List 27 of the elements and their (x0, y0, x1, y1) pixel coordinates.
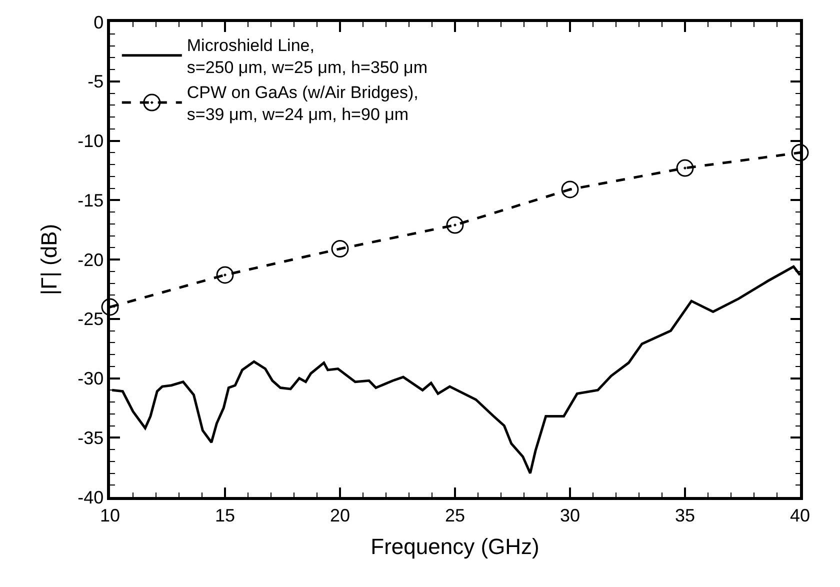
y-tick-label: 0 (94, 12, 104, 32)
y-axis-title: |Γ| (dB) (36, 224, 62, 296)
x-axis-title: Frequency (GHz) (370, 534, 540, 560)
y-tick-label: -40 (78, 487, 104, 508)
x-tick-label: 30 (560, 505, 580, 526)
legend-label: CPW on GaAs (w/Air Bridges), s=39 μm, w=24 μm, h=90 μm (186, 83, 418, 124)
point (791, 144, 809, 162)
y-tick-label: -10 (78, 131, 104, 152)
point (561, 180, 579, 198)
point (101, 298, 119, 316)
x-tick-label: 25 (444, 505, 466, 526)
point (216, 266, 234, 284)
point (331, 240, 349, 258)
x-tick-label: 20 (330, 505, 350, 526)
y-tick-label: -15 (78, 190, 104, 210)
point (676, 159, 694, 177)
x-tick-label: 40 (790, 505, 810, 526)
x-tick-label: 10 (100, 505, 120, 526)
y-tick-label: -5 (88, 72, 104, 92)
x-tick-label: 35 (674, 505, 696, 526)
x-tick-label: 15 (214, 505, 236, 526)
legend-label: Microshield Line, s=250 μm, w=25 μm, h=350 μm (186, 36, 428, 78)
y-tick-label: -30 (78, 368, 104, 389)
point (446, 216, 464, 234)
y-tick-label: -35 (78, 428, 104, 448)
y-tick-label: -20 (78, 250, 104, 270)
y-tick-label: -25 (78, 309, 104, 330)
